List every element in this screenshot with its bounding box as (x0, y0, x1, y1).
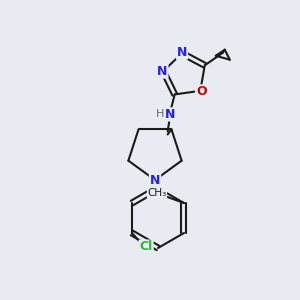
Text: N: N (177, 46, 187, 59)
Text: O: O (196, 85, 207, 98)
Text: N: N (157, 65, 167, 78)
Text: N: N (150, 175, 160, 188)
Text: H: H (155, 110, 164, 119)
Text: N: N (164, 108, 175, 121)
Text: Cl: Cl (140, 241, 153, 254)
Text: CH₃: CH₃ (147, 188, 167, 198)
